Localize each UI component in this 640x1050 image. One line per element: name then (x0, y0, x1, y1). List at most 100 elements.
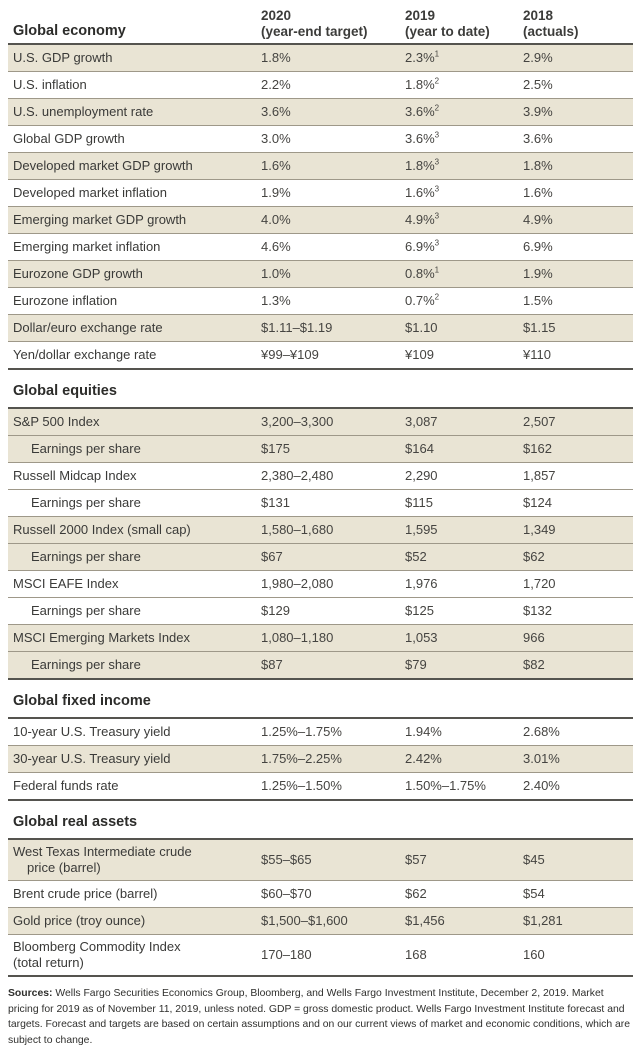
row-label: 10-year U.S. Treasury yield (13, 724, 171, 740)
column-year: 2020 (261, 8, 292, 23)
row-label: Gold price (troy ounce) (13, 913, 146, 929)
row-label: Federal funds rate (13, 778, 119, 794)
row-value: 3.6%2 (405, 104, 440, 120)
table-row: MSCI EAFE Index 1,980–2,080 1,976 1,720 (8, 570, 633, 598)
row-value: 6.9%3 (405, 239, 440, 255)
row-value: $124 (523, 495, 552, 511)
row-value: 1,080–1,180 (261, 630, 334, 646)
row-value: 2.40% (523, 778, 560, 794)
row-value: 1.9% (261, 185, 291, 201)
row-value: ¥110 (523, 347, 551, 363)
row-value: 0.8%1 (405, 266, 440, 282)
row-value: $87 (261, 657, 283, 673)
table-header: Global economy 2020 (year-end target) 20… (8, 8, 633, 43)
section-title-global-equities: Global equities (13, 383, 117, 400)
column-subtitle: (actuals) (523, 24, 579, 40)
row-value: 6.9% (523, 239, 553, 255)
table-row: 30-year U.S. Treasury yield 1.75%–2.25% 2.… (8, 745, 633, 773)
row-value: 1,720 (523, 576, 556, 592)
row-value: 4.6% (261, 239, 291, 255)
table-row: Emerging market GDP growth 4.0% 4.9%3 4.9% (8, 206, 633, 234)
table-row: Earnings per share $129 $125 $132 (8, 597, 633, 625)
row-value: 2.68% (523, 724, 560, 740)
row-value: $55–$65 (261, 852, 312, 868)
row-value: 1,053 (405, 630, 438, 646)
row-value: $67 (261, 549, 283, 565)
row-value: 966 (523, 630, 545, 646)
column-subtitle: (year-end target) (261, 24, 368, 40)
row-value: $45 (523, 852, 545, 868)
row-value: $1.11–$1.19 (261, 320, 333, 336)
row-label: S&P 500 Index (13, 414, 100, 430)
row-value: $115 (405, 495, 433, 511)
column-year: 2019 (405, 8, 436, 23)
row-label: Brent crude price (barrel) (13, 886, 158, 902)
row-value: 1.8%2 (405, 77, 440, 93)
row-label: Developed market GDP growth (13, 158, 193, 174)
sources-text: Wells Fargo Securities Economics Group, … (8, 988, 631, 1046)
row-label: Earnings per share (31, 495, 141, 511)
row-value: $162 (523, 441, 552, 457)
table-row: Yen/dollar exchange rate ¥99–¥109 ¥109 ¥110 (8, 341, 633, 369)
row-value: $125 (405, 603, 434, 619)
row-label: MSCI Emerging Markets Index (13, 630, 191, 646)
row-value: ¥99–¥109 (261, 347, 319, 363)
row-value: 4.9%3 (405, 212, 440, 228)
row-value: 4.9% (523, 212, 553, 228)
row-value: $1,500–$1,600 (261, 913, 348, 929)
table-row: U.S. inflation 2.2% 1.8%2 2.5% (8, 71, 633, 99)
row-value: 2,507 (523, 414, 556, 430)
row-value: $60–$70 (261, 886, 312, 902)
row-value: 3.0% (261, 131, 291, 147)
section-title-global-economy: Global economy (13, 23, 126, 40)
table-row: Russell Midcap Index 2,380–2,480 2,290 1,85… (8, 462, 633, 490)
row-value: 1.94% (405, 724, 442, 740)
row-label: Dollar/euro exchange rate (13, 320, 163, 336)
table-row: Earnings per share $175 $164 $162 (8, 435, 633, 463)
row-value: 3,200–3,300 (261, 414, 334, 430)
row-label: Emerging market GDP growth (13, 212, 187, 228)
row-label: U.S. GDP growth (13, 50, 113, 66)
section-title-global-fixed-income: Global fixed income (13, 693, 151, 710)
row-value: 1.6% (523, 185, 553, 201)
row-value: 1.25%–1.75% (261, 724, 342, 740)
table-row: Earnings per share $131 $115 $124 (8, 489, 633, 517)
row-label: Emerging market inflation (13, 239, 161, 255)
table-row: Global GDP growth 3.0% 3.6%3 3.6% (8, 125, 633, 153)
table-row: S&P 500 Index 3,200–3,300 3,087 2,507 (8, 409, 633, 436)
section-global-fixed-income-rows: 10-year U.S. Treasury yield 1.25%–1.75% 1.… (8, 717, 633, 802)
row-value: 1.6% (261, 158, 291, 174)
row-value: 1.6%3 (405, 185, 440, 201)
column-header-2019: 2019 (year to date) (405, 8, 523, 40)
row-value: 1.75%–2.25% (261, 751, 342, 767)
row-label: Yen/dollar exchange rate (13, 347, 157, 363)
row-value: 2.42% (405, 751, 442, 767)
row-value: $1.10 (405, 320, 438, 336)
table-row: Brent crude price (barrel) $60–$70 $62 $54 (8, 880, 633, 908)
row-value: 1.9% (523, 266, 553, 282)
row-value: $54 (523, 886, 545, 902)
table-row: 10-year U.S. Treasury yield 1.25%–1.75% 1.… (8, 719, 633, 746)
section-title-global-real-assets: Global real assets (13, 814, 138, 831)
row-label: 30-year U.S. Treasury yield (13, 751, 171, 767)
table-row: U.S. unemployment rate 3.6% 3.6%2 3.9% (8, 98, 633, 126)
row-value: $52 (405, 549, 427, 565)
row-value: 3,087 (405, 414, 438, 430)
row-value: 2,380–2,480 (261, 468, 334, 484)
row-value: 3.9% (523, 104, 553, 120)
row-value: 1,595 (405, 522, 438, 538)
row-value: 2.9% (523, 50, 553, 66)
row-value: 3.6% (523, 131, 553, 147)
row-value: 1,349 (523, 522, 556, 538)
table-row: Russell 2000 Index (small cap) 1,580–1,68… (8, 516, 633, 544)
row-value: 2.3%1 (405, 50, 440, 66)
table-row: Gold price (troy ounce) $1,500–$1,600 $1,4… (8, 907, 633, 935)
row-label: Earnings per share (31, 657, 141, 673)
row-value: $57 (405, 852, 427, 868)
row-label: Earnings per share (31, 549, 141, 565)
row-label: Earnings per share (31, 603, 141, 619)
row-value: 2.5% (523, 77, 553, 93)
row-value: 1,976 (405, 576, 438, 592)
section-global-economy-rows: U.S. GDP growth 1.8% 2.3%1 2.9% U.S. inflati… (8, 43, 633, 371)
